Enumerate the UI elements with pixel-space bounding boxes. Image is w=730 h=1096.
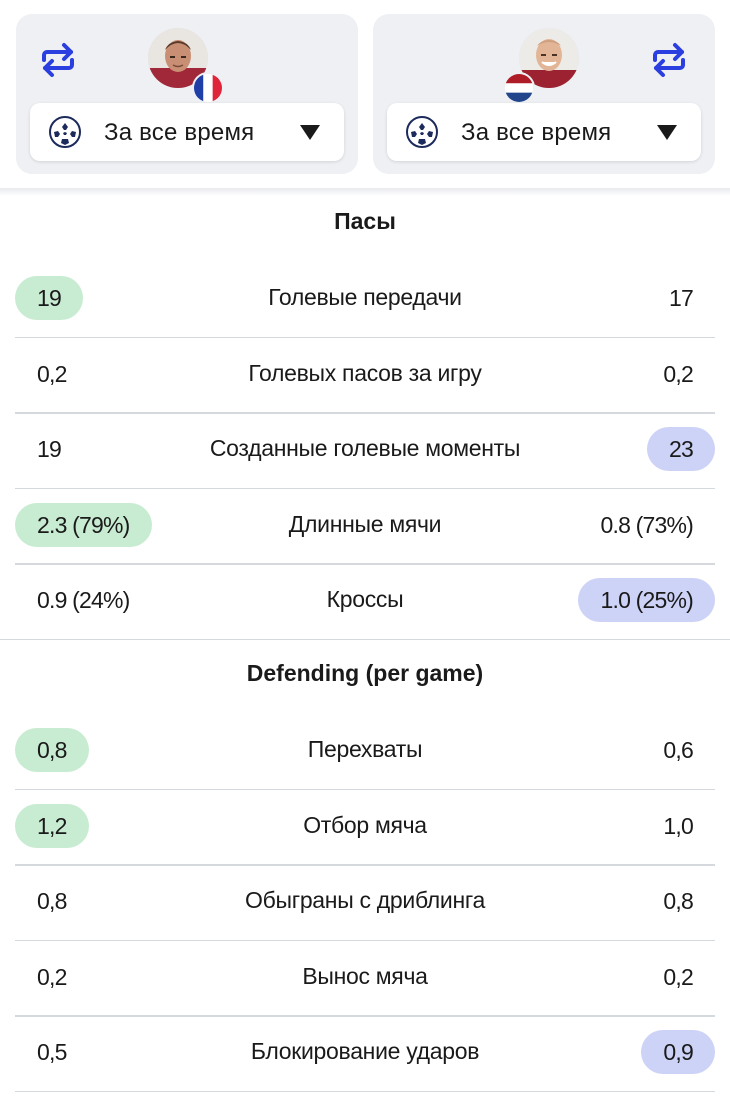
stat-label: Отбор мяча [303,811,427,838]
stat-value-right: 0,6 [663,737,693,763]
stat-value-left: 0,8 [15,728,89,772]
stat-value-left: 0.9 (24%) [37,587,130,614]
stat-row: 19 Голевые передачи 17 [15,262,715,338]
stat-value-right: 0,9 [641,1030,715,1075]
stat-row: 0.9 (24%) Кроссы 1.0 (25%) [15,564,715,640]
stat-label: Перехваты [307,736,423,762]
swap-player-icon[interactable] [38,40,78,80]
section-divider [0,638,730,640]
row-divider [15,336,715,338]
stat-value-right: 1.0 (25%) [578,578,715,623]
player-card-left: За все время [16,14,358,174]
stat-row: 0,5 Блокирование ударов 0,9 [15,1016,715,1093]
stat-value-right: 0,8 [663,888,693,915]
stat-label: Вынос мяча [302,962,428,989]
row-divider [15,1090,715,1093]
swap-player-icon[interactable] [649,40,689,80]
stat-value-right: 0.8 (73%) [600,511,693,538]
stat-value-left: 0,8 [37,888,67,915]
stat-label: Кроссы [326,586,404,613]
stat-label: Голевые передачи [268,284,462,310]
chevron-down-icon [657,125,677,140]
period-dropdown-right[interactable]: За все время [387,103,701,161]
row-divider [15,563,715,565]
stat-label: Созданные голевые моменты [209,435,521,462]
player-avatar-group[interactable] [148,28,228,104]
period-dropdown-left[interactable]: За все время [30,103,344,161]
stat-value-left: 0,2 [37,360,67,387]
stat-row: 0,2 Голевых пасов за игру 0,2 [15,338,715,414]
netherlands-flag [503,72,535,104]
header-shadow [0,188,730,196]
stat-row: 19 Созданные голевые моменты 23 [15,413,715,490]
stat-value-left: 0,2 [37,963,67,990]
stat-label: Обыграны с дриблинга [245,887,485,914]
row-divider [15,412,715,414]
champions-league-ball-icon [406,116,438,148]
stat-row: 0,2 Вынос мяча 0,2 [15,941,715,1017]
stat-row: 0,8 Перехваты 0,6 [15,714,715,790]
stat-row: 2.3 (79%) Длинные мячи 0.8 (73%) [15,489,715,565]
section-title: Пасы [334,208,396,234]
champions-league-ball-icon [49,116,81,148]
stat-value-left: 19 [15,276,83,320]
chevron-down-icon [300,125,320,140]
stat-value-left: 0,5 [37,1039,67,1066]
row-divider [15,487,715,490]
stat-value-left: 19 [37,436,62,463]
compare-header: За все время [0,0,730,192]
row-divider [15,939,715,942]
stat-label: Длинные мячи [288,510,442,537]
stat-value-right: 23 [647,427,715,472]
row-divider [15,864,715,866]
stat-row: 1,2 Отбор мяча 1,0 [15,790,715,866]
france-flag [192,72,224,104]
stat-row: 0,8 Обыграны с дриблинга 0,8 [15,865,715,942]
stat-value-right: 17 [669,285,694,311]
section-title: Defending (per game) [246,660,484,686]
stat-value-left: 2.3 (79%) [15,502,152,547]
player-card-right: За все время [373,14,715,174]
player-avatar[interactable] [148,28,208,88]
stat-label: Голевых пасов за игру [248,359,482,386]
stat-value-right: 0,2 [663,963,693,990]
stat-value-right: 1,0 [663,812,693,839]
stat-value-right: 0,2 [663,360,693,387]
stat-label: Блокирование ударов [250,1038,480,1065]
stat-value-left: 1,2 [15,803,89,848]
row-divider [15,788,715,790]
player-avatar-group[interactable] [503,28,583,104]
period-dropdown-label: За все время [104,119,255,146]
row-divider [15,1015,715,1017]
period-dropdown-label: За все время [461,119,612,146]
